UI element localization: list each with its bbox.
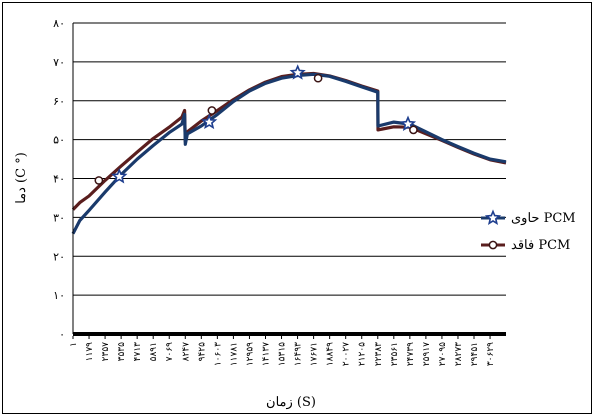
x-tick-label: ۲۰۰۲۷ xyxy=(342,342,352,366)
x-tick-label: ۷۰۶۹ xyxy=(165,342,175,362)
x-tick-label: ۱ xyxy=(69,342,79,347)
x-tick-label: ۲۲۳۸۳ xyxy=(374,342,384,366)
x-tick-label: ۲۳۵۷ xyxy=(101,342,111,362)
x-tick-label: ۲۳۵۶۱ xyxy=(390,342,400,366)
star-marker xyxy=(289,64,306,80)
y-tick-label: ۶۰ xyxy=(53,95,65,108)
circle-marker xyxy=(207,106,217,115)
y-tick-label: ۷۰ xyxy=(53,56,65,69)
y-tick-label: ۱۰ xyxy=(53,289,65,302)
series-lines xyxy=(71,71,507,235)
series-line-without-pcm xyxy=(71,71,507,211)
series-markers xyxy=(94,64,418,185)
chart-frame: ۰ ۱۰ ۲۰ ۳۰ ۴۰ ۵۰ ۶۰ ۷۰ ۸۰ ۱ ۱۱۷۹ ۲۳۵۷ ۳۵۳۵ ۴۷۱۳ ۵۸۹۱ ۷… xyxy=(2,2,592,414)
x-tick-label: ۸۲۴۷ xyxy=(181,342,191,362)
y-tick-labels: ۰ ۱۰ ۲۰ ۳۰ ۴۰ ۵۰ ۶۰ ۷۰ ۸۰ xyxy=(53,17,65,341)
legend-item-with-pcm: حاوی PCM xyxy=(481,209,576,226)
x-tick-label: ۱۱۷۸۱ xyxy=(229,342,239,366)
x-tick-labels: ۱ ۱۱۷۹ ۲۳۵۷ ۳۵۳۵ ۴۷۱۳ ۵۸۹۱ ۷۰۶۹ ۸۲۴۷ ۹۴۲۵ ۱۰۶۰۳ ۱۱… xyxy=(69,336,496,366)
x-tick-label: ۱۲۹۵۹ xyxy=(245,342,255,366)
legend-label-without-pcm: فاقد PCM xyxy=(511,238,570,253)
y-tick-label: ۸۰ xyxy=(53,17,65,30)
circle-marker xyxy=(313,73,323,83)
line-chart: ۰ ۱۰ ۲۰ ۳۰ ۴۰ ۵۰ ۶۰ ۷۰ ۸۰ ۱ ۱۱۷۹ ۲۳۵۷ ۳۵۳۵ ۴۷۱۳ ۵۸۹۱ ۷… xyxy=(14,17,576,410)
y-tick-label: ۰ xyxy=(59,328,65,341)
y-axis-label: دما (C °) xyxy=(14,152,29,204)
x-tick-label: ۵۸۹۱ xyxy=(149,342,159,361)
legend-label-with-pcm: حاوی PCM xyxy=(511,211,576,226)
legend: حاوی PCM فاقد PCM xyxy=(481,209,576,253)
x-tick-label: ۱۰۶۰۳ xyxy=(213,342,223,366)
y-tick-label: ۵۰ xyxy=(53,134,65,147)
x-tick-label: ۱۷۶۷۱ xyxy=(310,342,320,366)
star-marker xyxy=(111,168,128,184)
star-marker xyxy=(200,113,218,130)
legend-star-marker xyxy=(484,209,502,226)
x-tick-label: ۱۱۷۹ xyxy=(85,342,95,362)
x-tick-label: ۲۷۰۹۵ xyxy=(438,342,448,366)
x-axis-line xyxy=(73,332,506,336)
gridlines xyxy=(73,22,506,296)
y-tick-label: ۴۰ xyxy=(53,173,65,186)
y-tick-label: ۳۰ xyxy=(53,211,65,224)
x-tick-label: ۲۴۷۳۹ xyxy=(406,342,416,366)
x-axis-label: زمان (S) xyxy=(266,395,316,410)
x-tick-label: ۲۱۲۰۵ xyxy=(358,342,368,366)
x-tick-label: ۱۸۸۴۹ xyxy=(326,342,336,366)
x-tick-label: ۱۵۳۱۵ xyxy=(278,342,288,366)
circle-marker xyxy=(409,125,418,135)
x-tick-label: ۲۸۲۷۳ xyxy=(454,342,464,366)
series-line-with-pcm xyxy=(71,72,507,235)
x-tick-label: ۱۴۱۳۷ xyxy=(261,342,271,366)
x-tick-label: ۳۵۳۵ xyxy=(117,342,127,362)
x-tick-label: ۲۹۴۵۱ xyxy=(470,342,480,366)
x-tick-label: ۳۰۶۲۹ xyxy=(486,342,496,366)
y-tick-label: ۲۰ xyxy=(53,250,65,263)
circle-marker xyxy=(94,176,104,185)
x-tick-label: ۹۴۲۵ xyxy=(197,342,207,362)
x-tick-label: ۱۶۴۹۳ xyxy=(294,342,304,366)
x-tick-label: ۴۷۱۳ xyxy=(133,342,143,362)
legend-item-without-pcm: فاقد PCM xyxy=(481,238,570,253)
x-tick-label: ۲۵۹۱۷ xyxy=(422,342,432,366)
legend-circle-marker xyxy=(488,240,498,250)
